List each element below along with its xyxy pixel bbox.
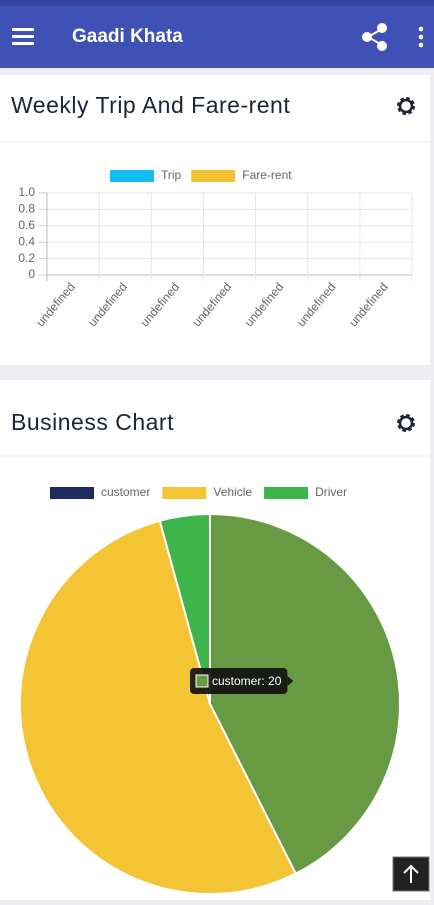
scroll-top-button[interactable] [392,856,430,892]
card-title: Weekly Trip And Fare-rent [11,92,290,118]
y-tick-label: 1.0 [18,185,35,199]
y-tick-label: 0 [28,267,35,281]
legend-label: Vehicle [213,485,252,499]
y-tick-label: 0.6 [18,218,35,232]
legend-swatch [162,487,207,499]
tooltip-label: customer: 20 [212,674,282,688]
settings-button[interactable] [397,414,415,432]
settings-button[interactable] [397,97,415,115]
legend-label: customer [101,485,150,499]
tooltip-swatch [195,674,209,688]
legend-swatch [110,170,154,182]
tooltip: customer: 20 [190,668,294,694]
y-tick-label: 0.2 [18,251,35,265]
share-button[interactable] [362,23,387,51]
tooltip-caret [287,676,294,686]
pie-slice [158,512,211,705]
menu-button[interactable] [12,28,34,45]
legend-label: Trip [161,168,182,182]
pie-slice [19,519,298,895]
tooltip-box [190,668,288,694]
app-bar [0,0,434,68]
legend-swatch [50,487,94,499]
pie-slice [209,512,401,875]
legend-label: Driver [315,485,347,499]
overflow-menu[interactable] [418,26,424,48]
legend-swatch [264,487,309,499]
app-title: Gaadi Khata [72,26,183,47]
y-tick-label: 0.4 [18,234,35,248]
card [0,75,430,365]
legend-swatch [191,170,236,182]
legend-label: Fare-rent [242,168,292,182]
card-title: Business Chart [11,409,174,435]
status-strip [0,0,434,6]
y-tick-label: 0.8 [18,202,35,216]
